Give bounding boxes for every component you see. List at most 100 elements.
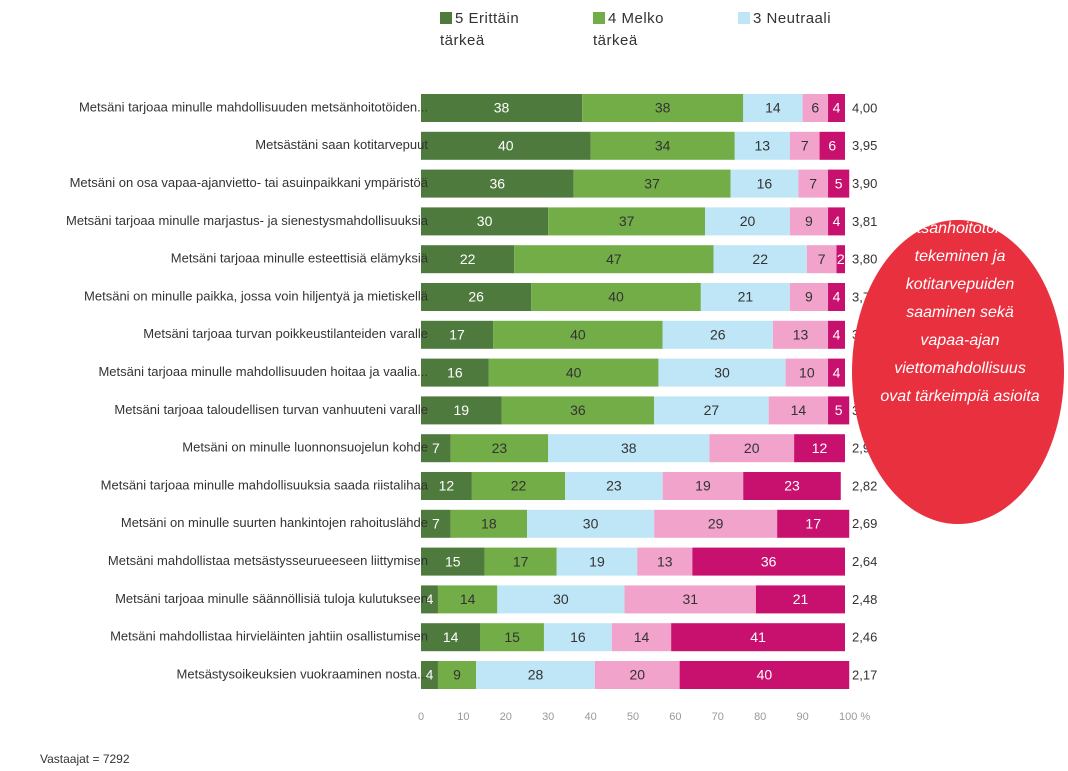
mean-label: 4,00 — [852, 100, 877, 115]
data-label: 40 — [608, 289, 624, 305]
bar-segment — [836, 245, 845, 274]
data-label: 5 — [835, 402, 843, 418]
bar-segment — [700, 283, 790, 311]
data-label: 30 — [583, 516, 599, 532]
bar-segment — [565, 472, 663, 500]
bar-segment — [421, 434, 451, 463]
bar-segment — [421, 94, 583, 122]
x-tick-label: 80 — [754, 711, 766, 723]
data-label: 7 — [801, 138, 809, 154]
data-label: 5 — [835, 175, 843, 191]
bar-segment — [488, 358, 659, 387]
bar-segment — [497, 585, 625, 614]
bar-segment — [594, 661, 680, 689]
data-label: 14 — [443, 629, 459, 645]
data-label: 19 — [695, 478, 711, 494]
bar-segment — [828, 94, 845, 122]
bar-segment — [794, 434, 845, 463]
data-label: 22 — [511, 478, 527, 494]
mean-label: 3,90 — [852, 176, 877, 191]
data-label: 20 — [740, 213, 756, 229]
legend-swatch — [738, 12, 750, 24]
data-label: 10 — [799, 364, 815, 380]
data-label: 36 — [490, 175, 506, 191]
bar-segment — [611, 623, 672, 652]
x-tick-label: 60 — [669, 711, 681, 723]
bar-segment — [421, 207, 549, 236]
data-label: 30 — [714, 364, 730, 380]
legend-label: 4 Melko tärkeä — [593, 10, 665, 49]
bar-segment — [743, 94, 803, 122]
x-tick-label: 20 — [500, 711, 512, 723]
bar-segment — [828, 358, 845, 387]
bar-segment — [421, 509, 451, 538]
data-label: 6 — [828, 138, 836, 154]
data-label: 18 — [481, 516, 497, 532]
data-label: 28 — [528, 667, 544, 683]
legend-swatch — [593, 12, 605, 24]
data-label: 20 — [744, 440, 760, 456]
bar-segment — [789, 283, 829, 311]
category-label: Metsäni on minulle luonnonsuojelun kohde — [182, 440, 428, 455]
data-label: 22 — [752, 251, 768, 267]
bar-segment — [789, 131, 820, 160]
legend-label: 3 Neutraali — [753, 10, 832, 27]
data-label: 13 — [793, 327, 809, 343]
category-label: Metsästäni saan kotitarvepuut — [255, 137, 428, 152]
bar-segment — [734, 131, 790, 160]
bar-segment — [828, 396, 850, 425]
bar-segment — [548, 434, 710, 463]
category-label: Metsäni tarjoaa minulle säännöllisiä tul… — [115, 591, 428, 606]
category-label: Metsäni on osa vapaa-ajanvietto- tai asu… — [70, 175, 429, 190]
bar-segment — [743, 472, 841, 500]
bar-segment — [556, 547, 638, 576]
category-label: Metsäni tarjoaa turvan poikkeustilanteid… — [143, 326, 428, 341]
data-label: 9 — [453, 667, 461, 683]
bar-segment — [527, 509, 655, 538]
x-tick-label: 0 — [418, 711, 424, 723]
data-label: 30 — [477, 213, 493, 229]
data-label: 7 — [432, 440, 440, 456]
data-label: 27 — [704, 402, 720, 418]
bar-segment — [421, 283, 532, 311]
bar-segment — [679, 661, 850, 689]
bar-segment — [471, 472, 566, 500]
x-tick-label: 10 — [457, 711, 469, 723]
bar-segment — [828, 207, 845, 236]
x-tick-label: 30 — [542, 711, 554, 723]
bar-segment — [654, 509, 778, 538]
bar-segment — [421, 547, 485, 576]
bar-segment — [709, 434, 795, 463]
bar-segment — [828, 320, 845, 349]
x-tick-label: 50 — [627, 711, 639, 723]
bar-segment — [819, 131, 845, 160]
data-label: 21 — [738, 289, 754, 305]
bar-segment — [437, 585, 498, 614]
data-label: 16 — [447, 364, 463, 380]
legend-item: 4 Melko tärkeä — [593, 8, 683, 52]
data-label: 15 — [445, 553, 461, 569]
data-label: 17 — [805, 516, 821, 532]
data-label: 7 — [809, 175, 817, 191]
data-label: 38 — [655, 100, 671, 116]
data-label: 37 — [644, 175, 660, 191]
data-label: 36 — [761, 553, 777, 569]
data-label: 15 — [504, 629, 520, 645]
bar-segment — [573, 169, 731, 198]
data-label: 37 — [619, 213, 635, 229]
bar-segment — [421, 169, 574, 198]
data-label: 14 — [460, 591, 476, 607]
mean-label: 2,82 — [852, 478, 877, 493]
bar-segment — [421, 623, 481, 652]
bar-segment — [531, 283, 701, 311]
data-label: 4 — [833, 364, 841, 380]
data-label: 26 — [710, 327, 726, 343]
data-label: 19 — [453, 402, 469, 418]
x-tick-label: 70 — [712, 711, 724, 723]
bar-segment — [484, 547, 557, 576]
data-label: 14 — [791, 402, 807, 418]
bar-segment — [713, 245, 807, 274]
data-label: 13 — [657, 553, 673, 569]
category-label: Metsäni on minulle suurten hankintojen r… — [121, 515, 428, 530]
